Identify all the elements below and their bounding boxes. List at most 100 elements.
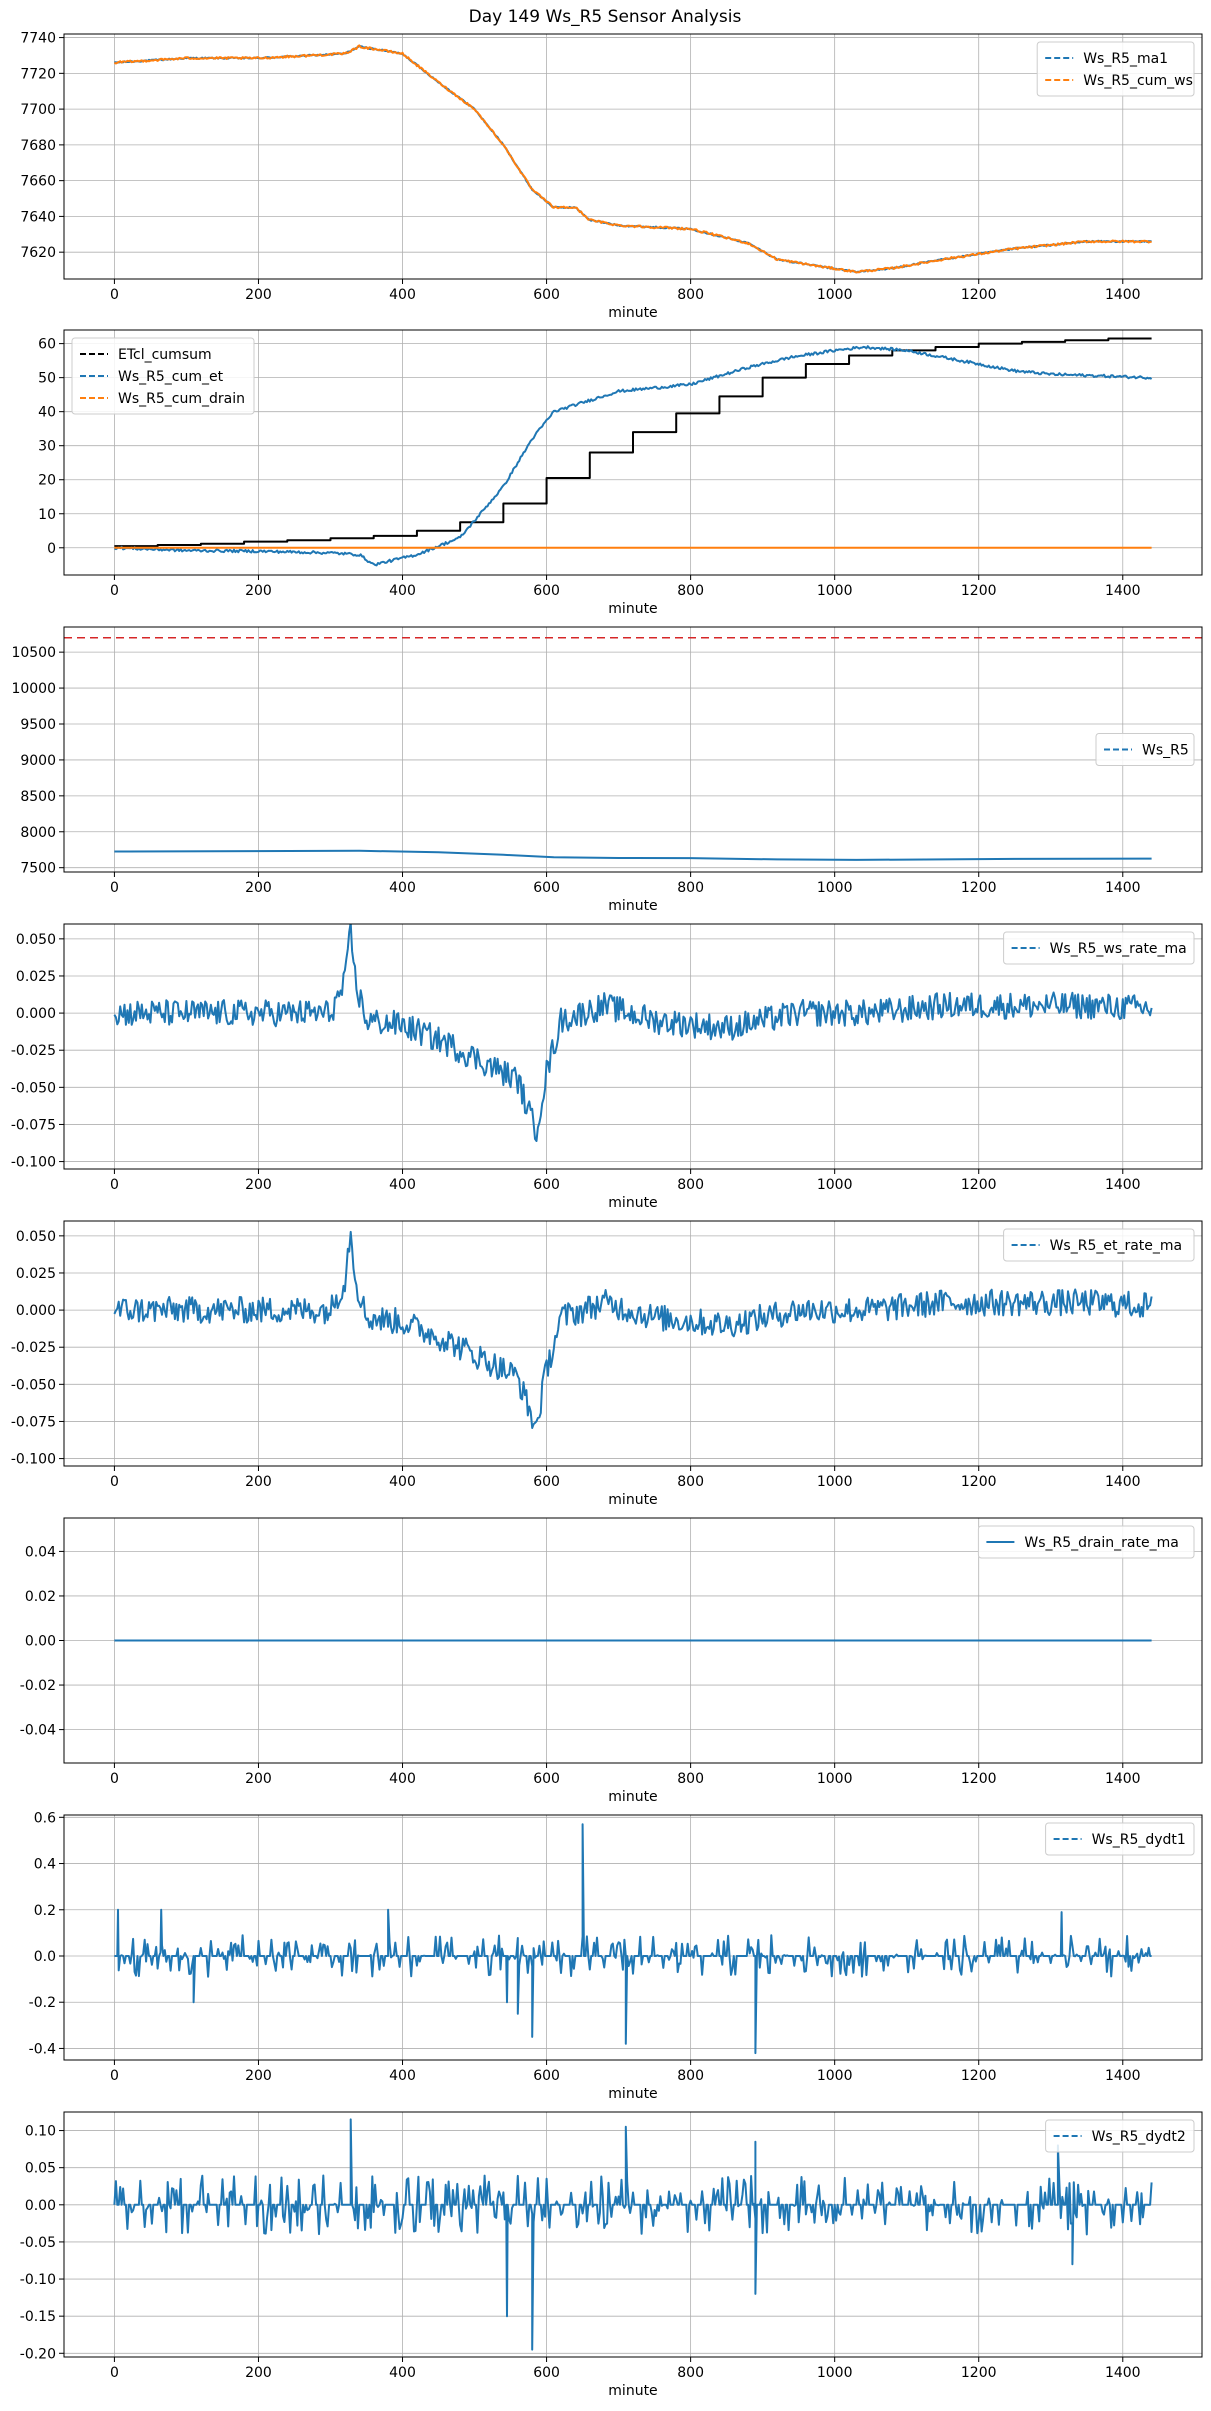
x-axis-label: minute bbox=[608, 601, 657, 617]
axes-frame bbox=[63, 1814, 1203, 2061]
y-tick-label: 0.00 bbox=[25, 2198, 56, 2214]
series-line-ETcl_cumsum bbox=[114, 337, 1152, 548]
y-tick-label: 7720 bbox=[20, 66, 56, 82]
grid bbox=[64, 627, 1202, 872]
x-tick-label: 1200 bbox=[961, 287, 997, 303]
legend-label: Ws_R5_ma1 bbox=[1083, 51, 1168, 67]
x-tick-label: 1400 bbox=[1105, 583, 1141, 599]
legend-label: Ws_R5 bbox=[1142, 743, 1189, 759]
series-group bbox=[114, 849, 1152, 861]
legend: Ws_R5_ma1 Ws_R5_cum_ws bbox=[1036, 41, 1195, 97]
series-line-Ws_R5_dydt2 bbox=[113, 2118, 1153, 2351]
y-tick-label: 9000 bbox=[20, 753, 56, 769]
y-tick-label: 0 bbox=[47, 541, 56, 557]
legend-label: Ws_R5_cum_ws bbox=[1083, 73, 1193, 89]
y-tick-label: 60 bbox=[38, 337, 56, 353]
x-tick-label: 1200 bbox=[961, 880, 997, 896]
x-tick-label: 1000 bbox=[817, 1771, 853, 1787]
y-tick-label: 7680 bbox=[20, 138, 56, 154]
legend: Ws_R5_drain_rate_ma bbox=[977, 1525, 1195, 1559]
y-tick-label: 30 bbox=[38, 439, 56, 455]
x-tick-label: 200 bbox=[245, 2365, 272, 2381]
x-tick-label: 1200 bbox=[961, 1474, 997, 1490]
legend-label: Ws_R5_ws_rate_ma bbox=[1050, 941, 1187, 957]
x-axis-label: minute bbox=[608, 2086, 657, 2102]
grid bbox=[64, 1221, 1202, 1466]
y-tick-label: 0.050 bbox=[16, 1229, 56, 1245]
legend-box bbox=[71, 337, 255, 415]
legend-label: ETcl_cumsum bbox=[118, 347, 212, 363]
x-tick-label: 200 bbox=[245, 880, 272, 896]
legend-box bbox=[1045, 1822, 1195, 1856]
legend-label: Ws_R5_cum_drain bbox=[118, 391, 245, 407]
x-tick-label: 600 bbox=[533, 1771, 560, 1787]
chart-panel-1: 0 200 400 600 800 1000 1200 1400 7620 7640 7660 768… bbox=[20, 31, 1203, 321]
x-tick-label: 1000 bbox=[817, 583, 853, 599]
y-tick-label: -0.025 bbox=[11, 1340, 56, 1356]
grid bbox=[64, 330, 1202, 575]
x-tick-label: 800 bbox=[677, 583, 704, 599]
x-tick-label: 1200 bbox=[961, 1177, 997, 1193]
y-tick-label: 7740 bbox=[20, 31, 56, 47]
x-tick-label: 200 bbox=[245, 287, 272, 303]
x-tick-label: 600 bbox=[533, 1177, 560, 1193]
y-tick-label: -0.075 bbox=[11, 1414, 56, 1430]
x-tick-label: 600 bbox=[533, 2068, 560, 2084]
series-line-Ws_R5 bbox=[114, 849, 1152, 861]
y-tick-label: -0.025 bbox=[11, 1043, 56, 1059]
y-tick-label: 0.025 bbox=[16, 1266, 56, 1282]
x-tick-label: 600 bbox=[533, 287, 560, 303]
series-group bbox=[114, 1823, 1152, 2055]
x-tick-label: 1000 bbox=[817, 287, 853, 303]
x-axis-label: minute bbox=[608, 898, 657, 914]
x-tick-label: 400 bbox=[389, 1177, 416, 1193]
legend: Ws_R5_dydt1 bbox=[1045, 1822, 1195, 1856]
x-tick-label: 1200 bbox=[961, 2068, 997, 2084]
x-axis-label: minute bbox=[608, 2383, 657, 2399]
panels: 0 200 400 600 800 1000 1200 1400762076407660768… bbox=[11, 31, 1203, 2399]
x-tick-label: 800 bbox=[677, 2365, 704, 2381]
y-tick-label: 10000 bbox=[11, 681, 56, 697]
series-group bbox=[114, 337, 1153, 567]
x-tick-label: 400 bbox=[389, 583, 416, 599]
legend-box bbox=[1003, 1228, 1195, 1262]
x-tick-label: 0 bbox=[110, 1474, 119, 1490]
y-tick-label: 9500 bbox=[20, 717, 56, 733]
series-line-Ws_R5_ma1 bbox=[114, 44, 1152, 274]
y-tick-label: 0.10 bbox=[25, 2124, 56, 2140]
x-tick-label: 1000 bbox=[817, 880, 853, 896]
y-tick-label: 0.4 bbox=[34, 1857, 56, 1873]
chart-panel-8: 0 200 400 600 800 1000 1200 1400 -0.20 -0.15 -0.10… bbox=[20, 2111, 1203, 2399]
x-tick-label: 800 bbox=[677, 2068, 704, 2084]
x-tick-label: 800 bbox=[677, 287, 704, 303]
y-tick-label: 0.2 bbox=[34, 1903, 56, 1919]
series-group bbox=[113, 924, 1153, 1142]
x-axis-label: minute bbox=[608, 1789, 657, 1805]
legend-box bbox=[1095, 733, 1195, 766]
grid bbox=[64, 1815, 1202, 2060]
axes-frame bbox=[63, 33, 1203, 280]
grid bbox=[64, 2112, 1202, 2357]
x-tick-label: 1000 bbox=[817, 1474, 853, 1490]
legend: Ws_R5 bbox=[1095, 733, 1195, 766]
y-tick-label: 20 bbox=[38, 473, 56, 489]
legend: Ws_R5_et_rate_ma bbox=[1003, 1228, 1195, 1262]
x-tick-label: 1200 bbox=[961, 583, 997, 599]
legend-label: Ws_R5_drain_rate_ma bbox=[1024, 1535, 1178, 1551]
x-tick-label: 1400 bbox=[1105, 880, 1141, 896]
x-tick-label: 1400 bbox=[1105, 287, 1141, 303]
y-tick-label: -0.100 bbox=[11, 1452, 56, 1468]
legend-box bbox=[1003, 931, 1195, 965]
y-tick-label: -0.10 bbox=[20, 2272, 56, 2288]
legend: Ws_R5_dydt2 bbox=[1045, 2119, 1195, 2153]
x-axis-label: minute bbox=[608, 305, 657, 321]
x-tick-label: 400 bbox=[389, 880, 416, 896]
legend-box bbox=[1045, 2119, 1195, 2153]
y-tick-label: -0.05 bbox=[20, 2235, 56, 2251]
y-tick-label: 0.000 bbox=[16, 1303, 56, 1319]
x-tick-label: 600 bbox=[533, 2365, 560, 2381]
chart-panel-7: 0 200 400 600 800 1000 1200 1400 -0.4 -0.2 0.0 0.2 0… bbox=[29, 1810, 1203, 2102]
y-tick-label: -0.02 bbox=[20, 1678, 56, 1694]
y-tick-label: 0.05 bbox=[25, 2161, 56, 2177]
